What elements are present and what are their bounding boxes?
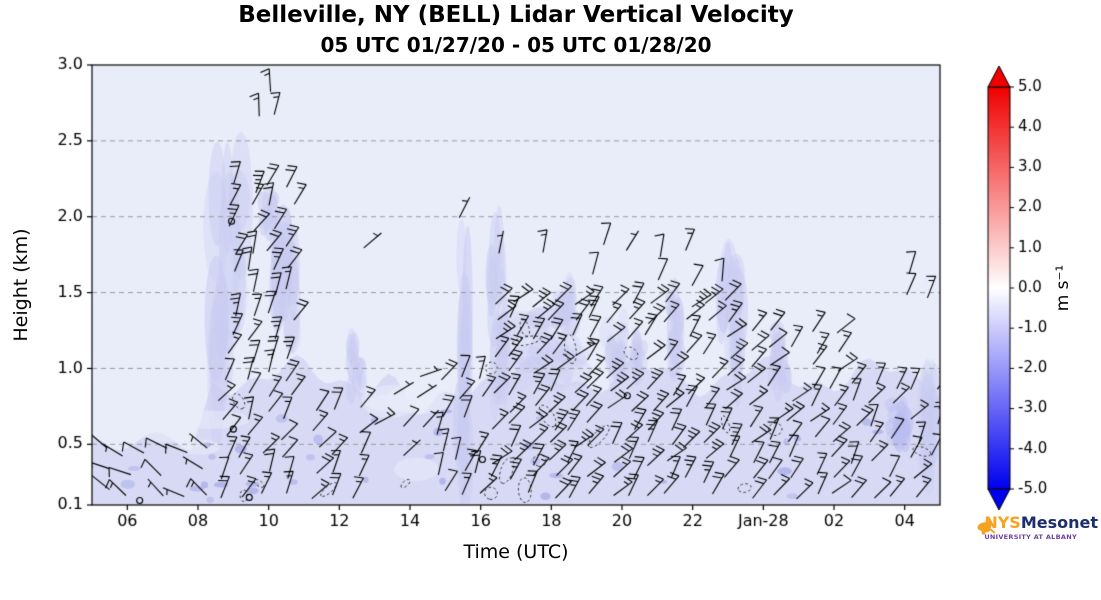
logo-mesonet-text: Mesonet [1020, 513, 1098, 533]
nys-state-icon [977, 519, 996, 535]
colorbar-label: m s⁻¹ [1053, 264, 1073, 312]
mesonet-logo: NYSMesonet UNIVERSITY AT ALBANY [976, 506, 1098, 550]
chart-subtitle: 05 UTC 01/27/20 - 05 UTC 01/28/20 [320, 33, 712, 57]
logo-nys-text: NYS [984, 513, 1021, 533]
logo-tagline: UNIVERSITY AT ALBANY [984, 532, 1077, 541]
y-axis-label: Height (km) [10, 228, 32, 342]
chart-title: Belleville, NY (BELL) Lidar Vertical Vel… [238, 2, 794, 28]
x-axis-label: Time (UTC) [463, 541, 569, 563]
logo-text: NYSMesonet UNIVERSITY AT ALBANY [984, 513, 1098, 541]
